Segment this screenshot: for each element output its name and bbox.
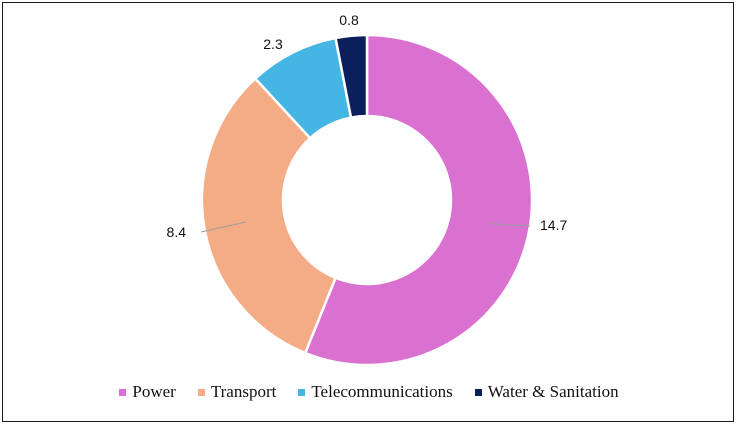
- legend-swatch-icon: [474, 388, 482, 396]
- legend-label: Telecommunications: [311, 382, 453, 401]
- legend-label: Transport: [210, 382, 277, 401]
- legend-swatch-icon: [119, 388, 127, 396]
- slice-transport: [200, 76, 338, 355]
- slice-water-and-sanitation: [334, 33, 369, 120]
- label-leader-lines: [200, 221, 531, 233]
- data-label-water-and-sanitation: 0.8: [339, 12, 359, 28]
- data-labels: 14.7 8.4 2.3 0.8: [167, 12, 568, 240]
- leader-line-transport: [200, 221, 246, 233]
- legend-item-water-and-sanitation: Water & Sanitation: [474, 382, 619, 402]
- legend-item-power: Power: [119, 382, 176, 402]
- legend-item-telecommunications: Telecommunications: [298, 382, 453, 402]
- legend-swatch-icon: [298, 388, 306, 396]
- slice-power: [303, 33, 534, 367]
- data-label-transport: 8.4: [167, 224, 187, 240]
- legend-swatch-icon: [197, 388, 205, 396]
- legend-label: Power: [132, 382, 176, 401]
- data-label-power: 14.7: [540, 217, 567, 233]
- leader-line-power: [488, 223, 531, 227]
- data-label-telecommunications: 2.3: [263, 36, 283, 52]
- donut-slices: [200, 33, 534, 367]
- legend-label: Water & Sanitation: [487, 382, 619, 401]
- legend-item-transport: Transport: [197, 382, 277, 402]
- chart-legend: Power Transport Telecommunications Water & …: [0, 382, 738, 402]
